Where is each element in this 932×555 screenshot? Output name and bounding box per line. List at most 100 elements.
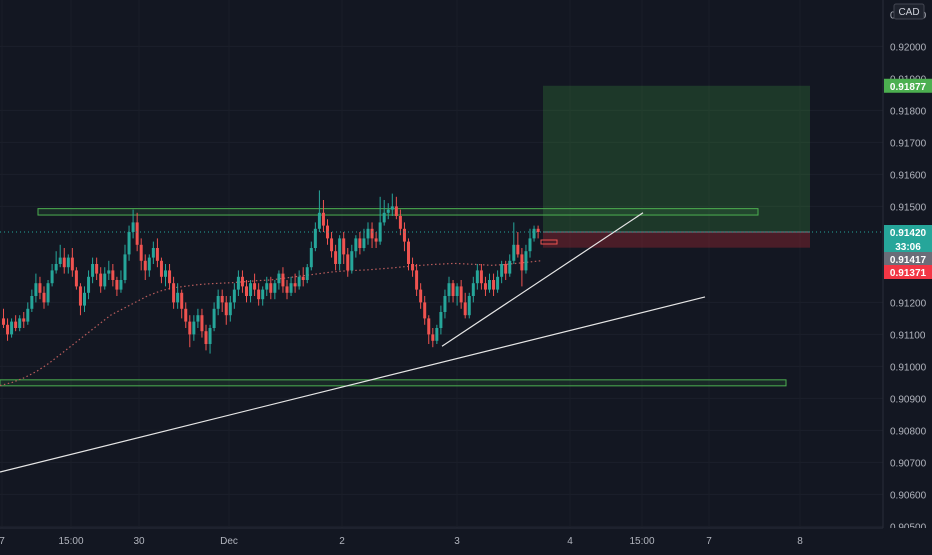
candle (42, 286, 46, 309)
candle (277, 270, 281, 290)
candle-body (334, 251, 338, 264)
candle-body (50, 270, 54, 284)
candle-body (131, 222, 135, 232)
candle (536, 225, 540, 239)
candle (99, 267, 103, 293)
candle (253, 273, 257, 296)
candle-body (26, 308, 30, 322)
candle (38, 276, 42, 300)
time-axis-background (0, 528, 932, 550)
candle (293, 273, 297, 293)
currency-badge[interactable]: CAD (893, 3, 925, 20)
lower-support-zone[interactable] (0, 379, 787, 387)
time-tick-label: 3 (454, 536, 460, 547)
short-trendline[interactable] (441, 212, 644, 347)
candle (257, 283, 261, 306)
long-trendline[interactable] (0, 296, 706, 473)
candle-body (151, 248, 155, 258)
candle-body (386, 209, 390, 213)
candle (317, 190, 321, 232)
candle (431, 328, 435, 348)
candle (386, 203, 390, 220)
candle-body (204, 331, 208, 344)
candle (240, 270, 244, 293)
candle (107, 260, 111, 280)
price-tick-label: 0.90700 (890, 458, 927, 469)
candle (483, 276, 487, 296)
price-tick-label: 0.91200 (890, 298, 927, 309)
candle (30, 289, 34, 312)
candle-body (107, 270, 111, 274)
candle (151, 241, 155, 264)
candle-body (496, 276, 500, 290)
trendlines-layer[interactable] (0, 212, 706, 473)
candle (463, 292, 467, 319)
position-tool[interactable] (543, 85, 810, 248)
candle-body (411, 264, 415, 271)
time-tick-label: 30 (133, 536, 145, 547)
candle-body (38, 283, 42, 293)
candle (423, 296, 427, 325)
candle (224, 296, 228, 325)
candle-body (212, 308, 216, 328)
position-marker[interactable] (540, 239, 558, 245)
candle (6, 318, 10, 341)
target-zone[interactable] (543, 85, 810, 232)
candle (358, 232, 362, 255)
candle (500, 260, 504, 284)
stop-price-label: 0.91371 (884, 265, 932, 279)
candle (504, 260, 508, 280)
candle-body (70, 257, 74, 271)
candle-body (301, 276, 305, 280)
candle (532, 225, 536, 242)
candle-body (34, 283, 38, 296)
candle-body (313, 228, 317, 248)
candle-body (10, 321, 14, 335)
time-tick-label: 15:00 (58, 536, 83, 547)
candle-body (488, 280, 491, 290)
price-ticks: 0.92000 0.91800 0.91700 0.91600 0.91500 0.912… (890, 42, 927, 533)
candle (245, 280, 248, 303)
candle-body (103, 273, 107, 287)
candle (115, 276, 119, 296)
candle-body (99, 273, 103, 287)
time-axis[interactable]: 7 15:00 30 Dec 2 3 4 15:00 7 8 (0, 527, 932, 550)
price-tick-label: 0.91000 (890, 362, 927, 373)
zones-layer[interactable] (0, 208, 787, 387)
stop-zone[interactable] (543, 232, 810, 248)
candle (382, 200, 386, 226)
candle-body (66, 257, 70, 268)
candle-body (289, 283, 293, 293)
price-tick-label: 0.91800 (890, 106, 927, 117)
candle (301, 267, 305, 287)
candle (265, 276, 269, 296)
candle (172, 276, 176, 309)
candle (496, 270, 500, 293)
candle-body (22, 318, 26, 322)
candle-body (168, 270, 172, 284)
candle-body (398, 216, 402, 229)
candle-body (127, 232, 131, 255)
target-price-label-text: 0.91877 (890, 82, 927, 93)
upper-resistance-zone[interactable] (37, 208, 759, 216)
candle-body (277, 273, 281, 284)
candle-body (87, 276, 91, 293)
candle-body (366, 228, 370, 239)
candle (334, 244, 338, 271)
candle-body (58, 257, 62, 264)
candle (261, 286, 265, 306)
candle (297, 270, 301, 290)
candle (524, 244, 528, 274)
price-axis[interactable]: 0.92000 0.91800 0.91700 0.91600 0.91500 0.912… (882, 0, 932, 533)
candle-body (123, 254, 127, 280)
candle (74, 267, 78, 290)
candle-body (512, 244, 516, 261)
candle (123, 244, 127, 284)
candle (281, 267, 285, 293)
candle-body (265, 283, 269, 290)
candle-body (188, 321, 192, 335)
candle (168, 264, 172, 290)
candle-body (524, 251, 528, 271)
